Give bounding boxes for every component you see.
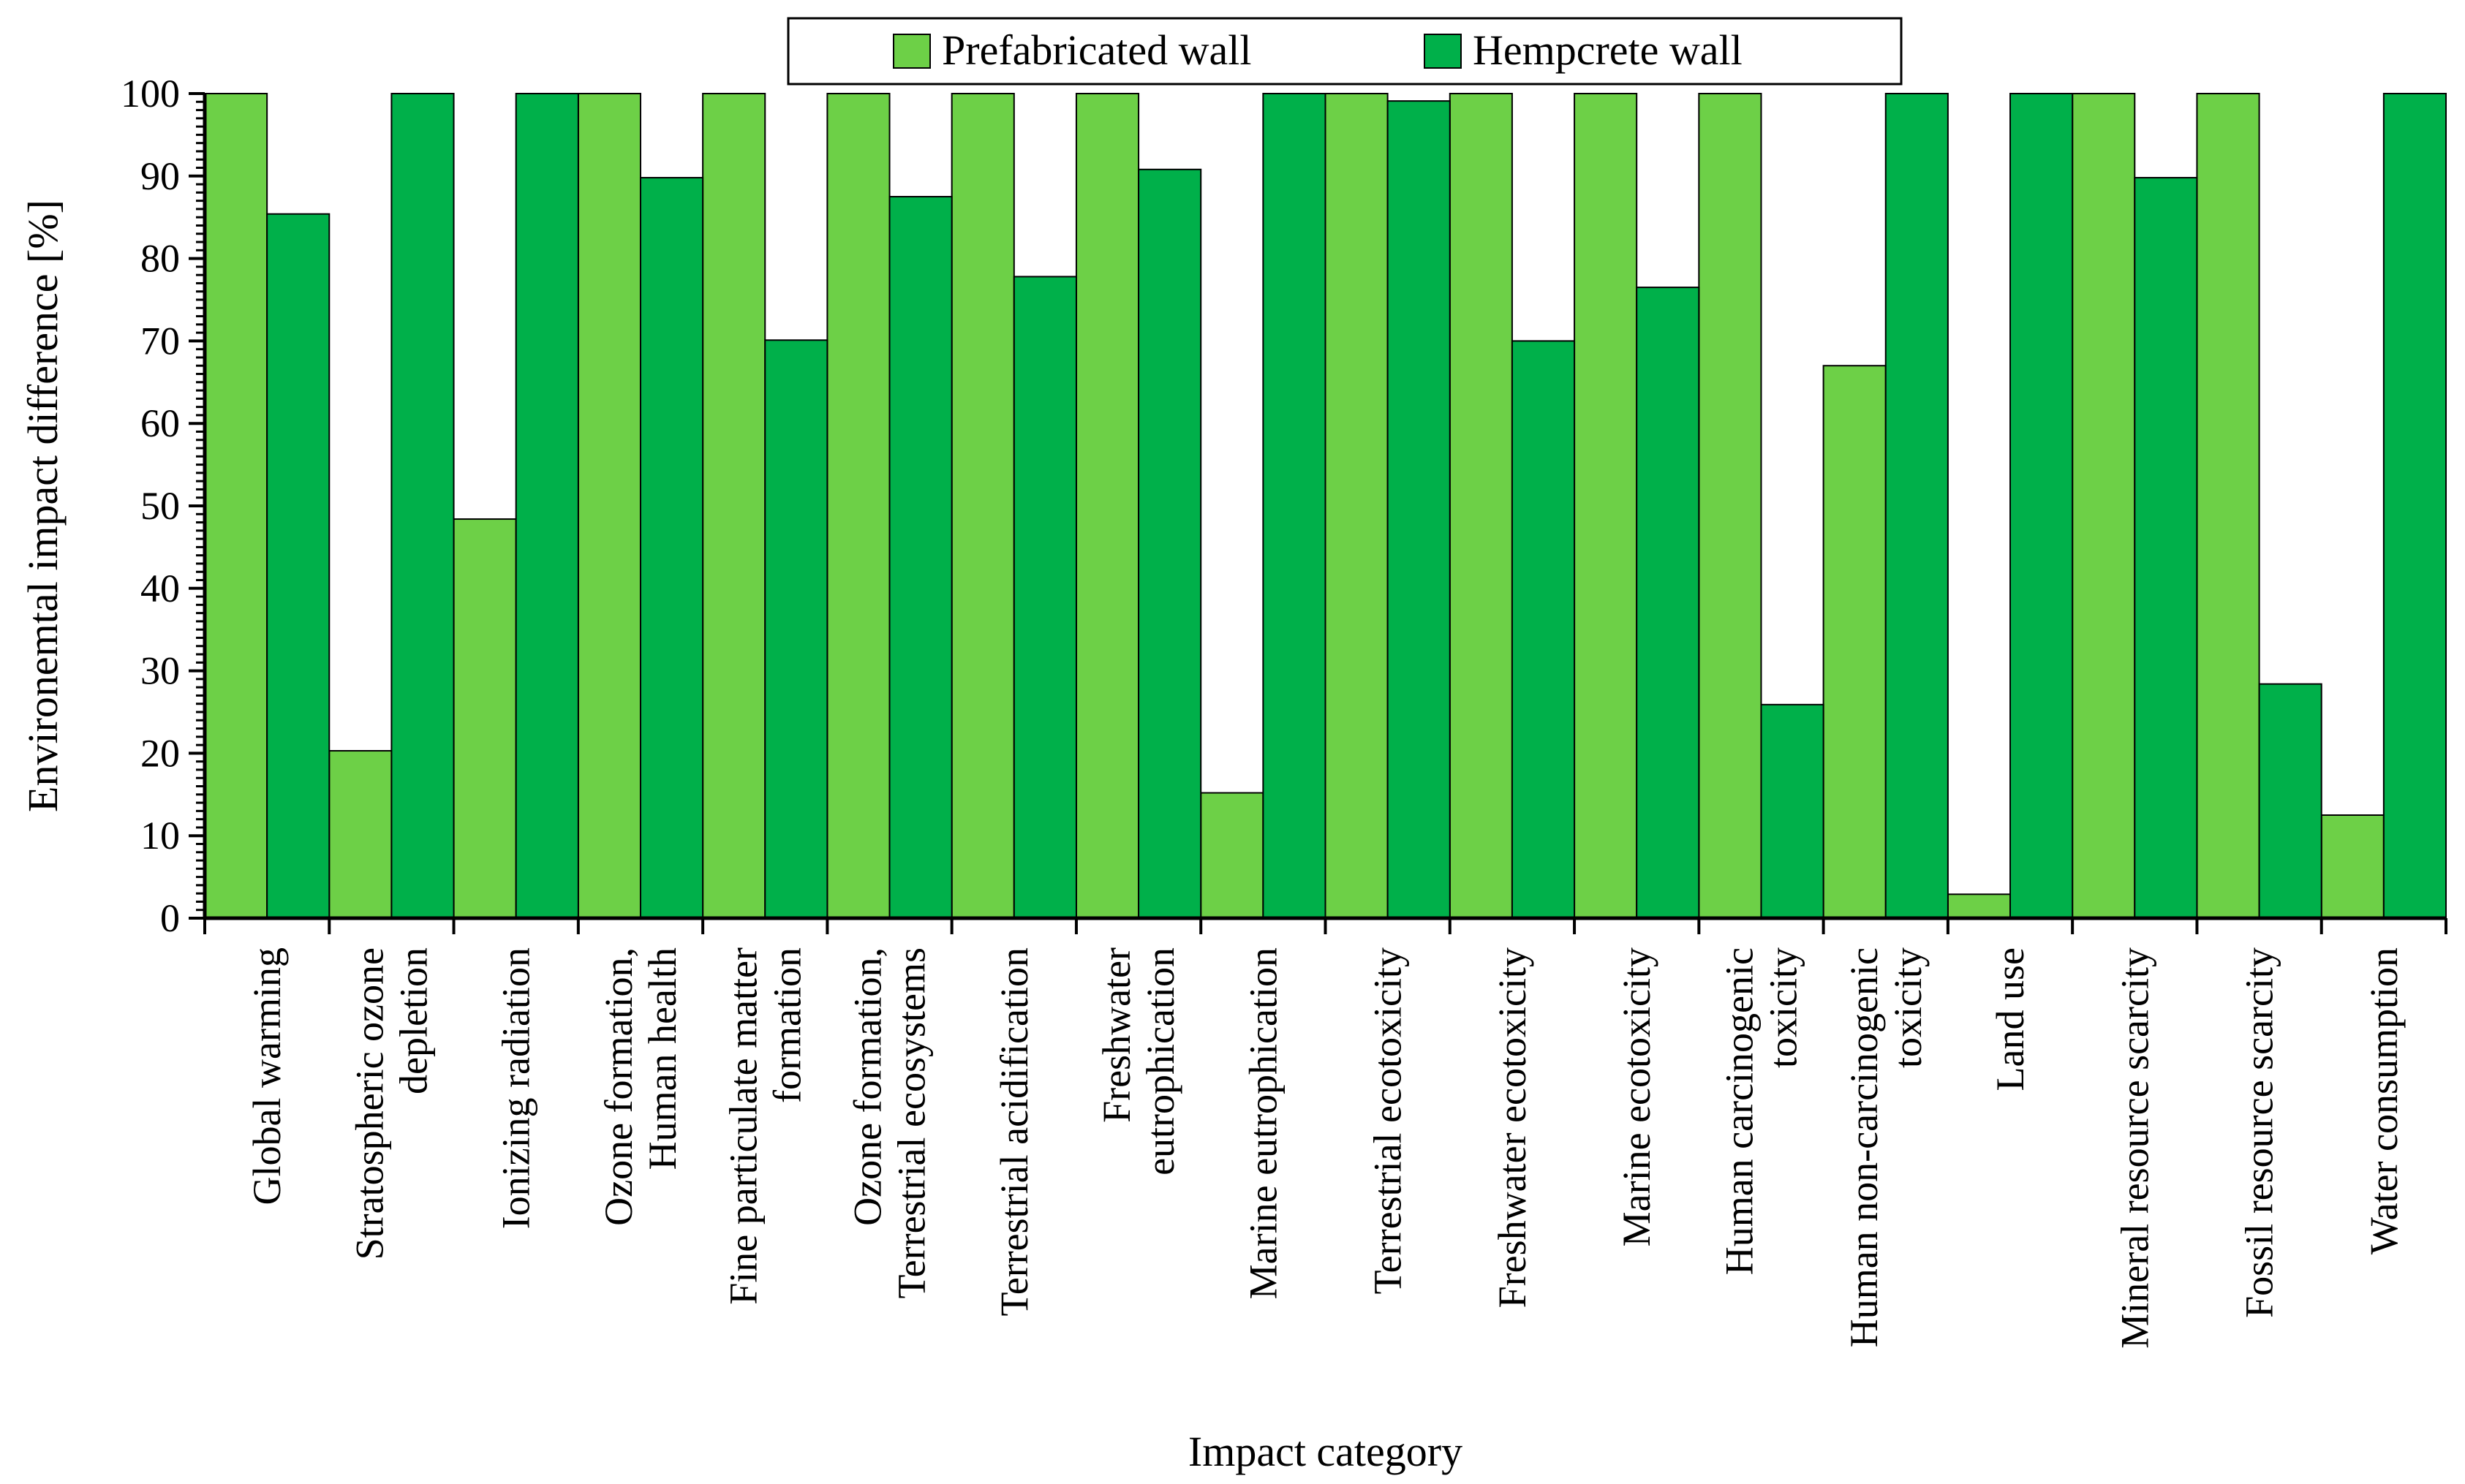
bar-hempcrete-6 bbox=[1013, 276, 1077, 919]
bar-hempcrete-16 bbox=[2258, 683, 2322, 919]
y-tick-label: 100 bbox=[121, 72, 180, 116]
bar-hempcrete-12 bbox=[1760, 703, 1824, 920]
y-tick-label: 50 bbox=[140, 484, 180, 528]
x-category-label: Terrestrial ecotoxicity bbox=[1366, 947, 1410, 1295]
x-category-label: Terrestrial ecosystems bbox=[890, 947, 934, 1299]
x-category-label: Fossil resource scarcity bbox=[2238, 947, 2281, 1318]
bar-hempcrete-7 bbox=[1138, 168, 1202, 919]
bar-prefabricated-16 bbox=[2196, 93, 2260, 919]
x-category-label: Marine eutrophication bbox=[1241, 947, 1285, 1299]
x-category-label: Freshwater ecotoxicity bbox=[1490, 947, 1534, 1308]
bar-hempcrete-5 bbox=[888, 196, 953, 919]
legend-swatch-hempcrete bbox=[1424, 34, 1462, 69]
bar-hempcrete-13 bbox=[1884, 93, 1949, 919]
y-tick-label: 20 bbox=[140, 731, 180, 775]
bar-hempcrete-0 bbox=[266, 213, 331, 919]
bar-prefabricated-10 bbox=[1449, 93, 1513, 919]
bar-hempcrete-8 bbox=[1262, 93, 1326, 919]
x-category-label: Ozone formation, bbox=[846, 947, 890, 1226]
y-tick-label: 10 bbox=[140, 814, 180, 858]
x-category-label: Ozone formation, bbox=[597, 947, 641, 1226]
y-tick-label: 90 bbox=[140, 154, 180, 198]
y-axis-title: Environemtal impact difference [%] bbox=[19, 200, 67, 812]
x-category-label: Human non-carcinogenic bbox=[1842, 947, 1886, 1347]
x-category-label: depletion bbox=[391, 947, 435, 1094]
x-category-label: Human health bbox=[641, 947, 684, 1170]
bar-prefabricated-17 bbox=[2320, 814, 2385, 919]
x-axis-title: Impact category bbox=[1188, 1428, 1462, 1475]
x-category-label: Terrestrial acidification bbox=[992, 947, 1036, 1316]
bar-prefabricated-14 bbox=[1947, 893, 2012, 919]
bars-group bbox=[204, 93, 2447, 920]
bar-prefabricated-6 bbox=[951, 93, 1015, 919]
bar-prefabricated-7 bbox=[1075, 93, 1140, 919]
bar-hempcrete-9 bbox=[1386, 100, 1451, 920]
bar-prefabricated-9 bbox=[1324, 93, 1389, 919]
x-category-label: formation bbox=[765, 947, 809, 1103]
bar-prefabricated-5 bbox=[826, 93, 891, 919]
y-tick-label: 40 bbox=[140, 567, 180, 610]
legend-box bbox=[787, 17, 1903, 86]
bar-prefabricated-1 bbox=[328, 750, 393, 919]
bar-hempcrete-10 bbox=[1511, 340, 1576, 919]
bar-hempcrete-17 bbox=[2382, 93, 2447, 919]
bar-prefabricated-12 bbox=[1698, 93, 1762, 919]
bar-prefabricated-13 bbox=[1822, 365, 1887, 919]
bar-hempcrete-14 bbox=[2009, 93, 2074, 919]
bar-prefabricated-3 bbox=[577, 93, 641, 919]
axes-group bbox=[189, 92, 2447, 934]
bar-hempcrete-2 bbox=[515, 93, 579, 919]
x-category-label: Water consumption bbox=[2362, 947, 2406, 1254]
x-category-label: Land use bbox=[1988, 947, 2032, 1091]
bar-prefabricated-2 bbox=[453, 518, 517, 919]
bar-hempcrete-3 bbox=[639, 177, 704, 919]
bar-prefabricated-0 bbox=[204, 93, 268, 919]
x-category-label: toxicity bbox=[1886, 947, 1930, 1068]
bar-hempcrete-1 bbox=[390, 93, 455, 919]
x-category-label: Mineral resource scarcity bbox=[2113, 947, 2156, 1349]
legend: Prefabricated wall Hempcrete wall bbox=[787, 17, 1903, 86]
y-tick-label: 80 bbox=[140, 237, 180, 281]
bar-prefabricated-4 bbox=[702, 93, 766, 919]
y-tick-label: 30 bbox=[140, 649, 180, 693]
x-category-label: Global warming bbox=[245, 947, 289, 1205]
x-category-label: Marine ecotoxicity bbox=[1615, 947, 1658, 1246]
x-category-label: Freshwater bbox=[1095, 947, 1139, 1123]
x-category-label: Fine particulate matter bbox=[721, 947, 765, 1305]
bar-prefabricated-15 bbox=[2072, 93, 2136, 919]
legend-label-hempcrete: Hempcrete wall bbox=[1473, 26, 1743, 74]
legend-label-prefabricated: Prefabricated wall bbox=[942, 26, 1252, 74]
x-category-label: Stratospheric ozone bbox=[347, 947, 391, 1260]
x-category-label: eutrophication bbox=[1139, 947, 1182, 1176]
bar-hempcrete-11 bbox=[1636, 287, 1700, 919]
bar-hempcrete-4 bbox=[764, 339, 828, 920]
bar-hempcrete-15 bbox=[2134, 177, 2198, 919]
x-category-label: Ionizing radiation bbox=[494, 947, 538, 1229]
bar-prefabricated-11 bbox=[1574, 93, 1638, 919]
bar-prefabricated-8 bbox=[1200, 792, 1264, 919]
x-category-label: Human carcinogenic bbox=[1717, 947, 1761, 1275]
y-tick-label: 70 bbox=[140, 319, 180, 363]
labels-group: 0 10 20 30 40 50 60 70 80 90 100 Global warming Stra… bbox=[19, 72, 2406, 1475]
x-category-label: toxicity bbox=[1761, 947, 1805, 1068]
y-tick-label: 60 bbox=[140, 401, 180, 445]
legend-swatch-prefabricated bbox=[893, 34, 931, 69]
y-tick-label: 0 bbox=[160, 896, 180, 940]
